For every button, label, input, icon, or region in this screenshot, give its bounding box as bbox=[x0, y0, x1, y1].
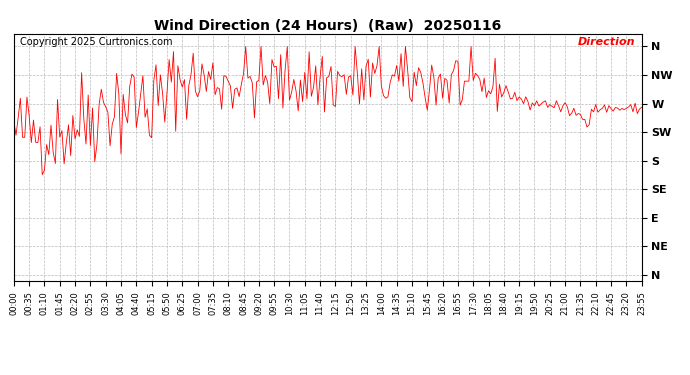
Direction bbox=[541, 99, 549, 103]
Direction bbox=[552, 99, 560, 103]
Line: Direction: Direction bbox=[14, 46, 642, 175]
Direction bbox=[38, 172, 46, 177]
Text: Direction: Direction bbox=[578, 38, 635, 48]
Direction bbox=[241, 44, 250, 49]
Direction bbox=[568, 111, 576, 116]
Direction bbox=[587, 107, 595, 111]
Text: Copyright 2025 Curtronics.com: Copyright 2025 Curtronics.com bbox=[20, 38, 172, 48]
Direction bbox=[331, 104, 339, 109]
Title: Wind Direction (24 Hours)  (Raw)  20250116: Wind Direction (24 Hours) (Raw) 20250116 bbox=[154, 19, 502, 33]
Direction bbox=[638, 105, 646, 110]
Direction bbox=[10, 119, 18, 123]
Direction bbox=[66, 153, 75, 158]
